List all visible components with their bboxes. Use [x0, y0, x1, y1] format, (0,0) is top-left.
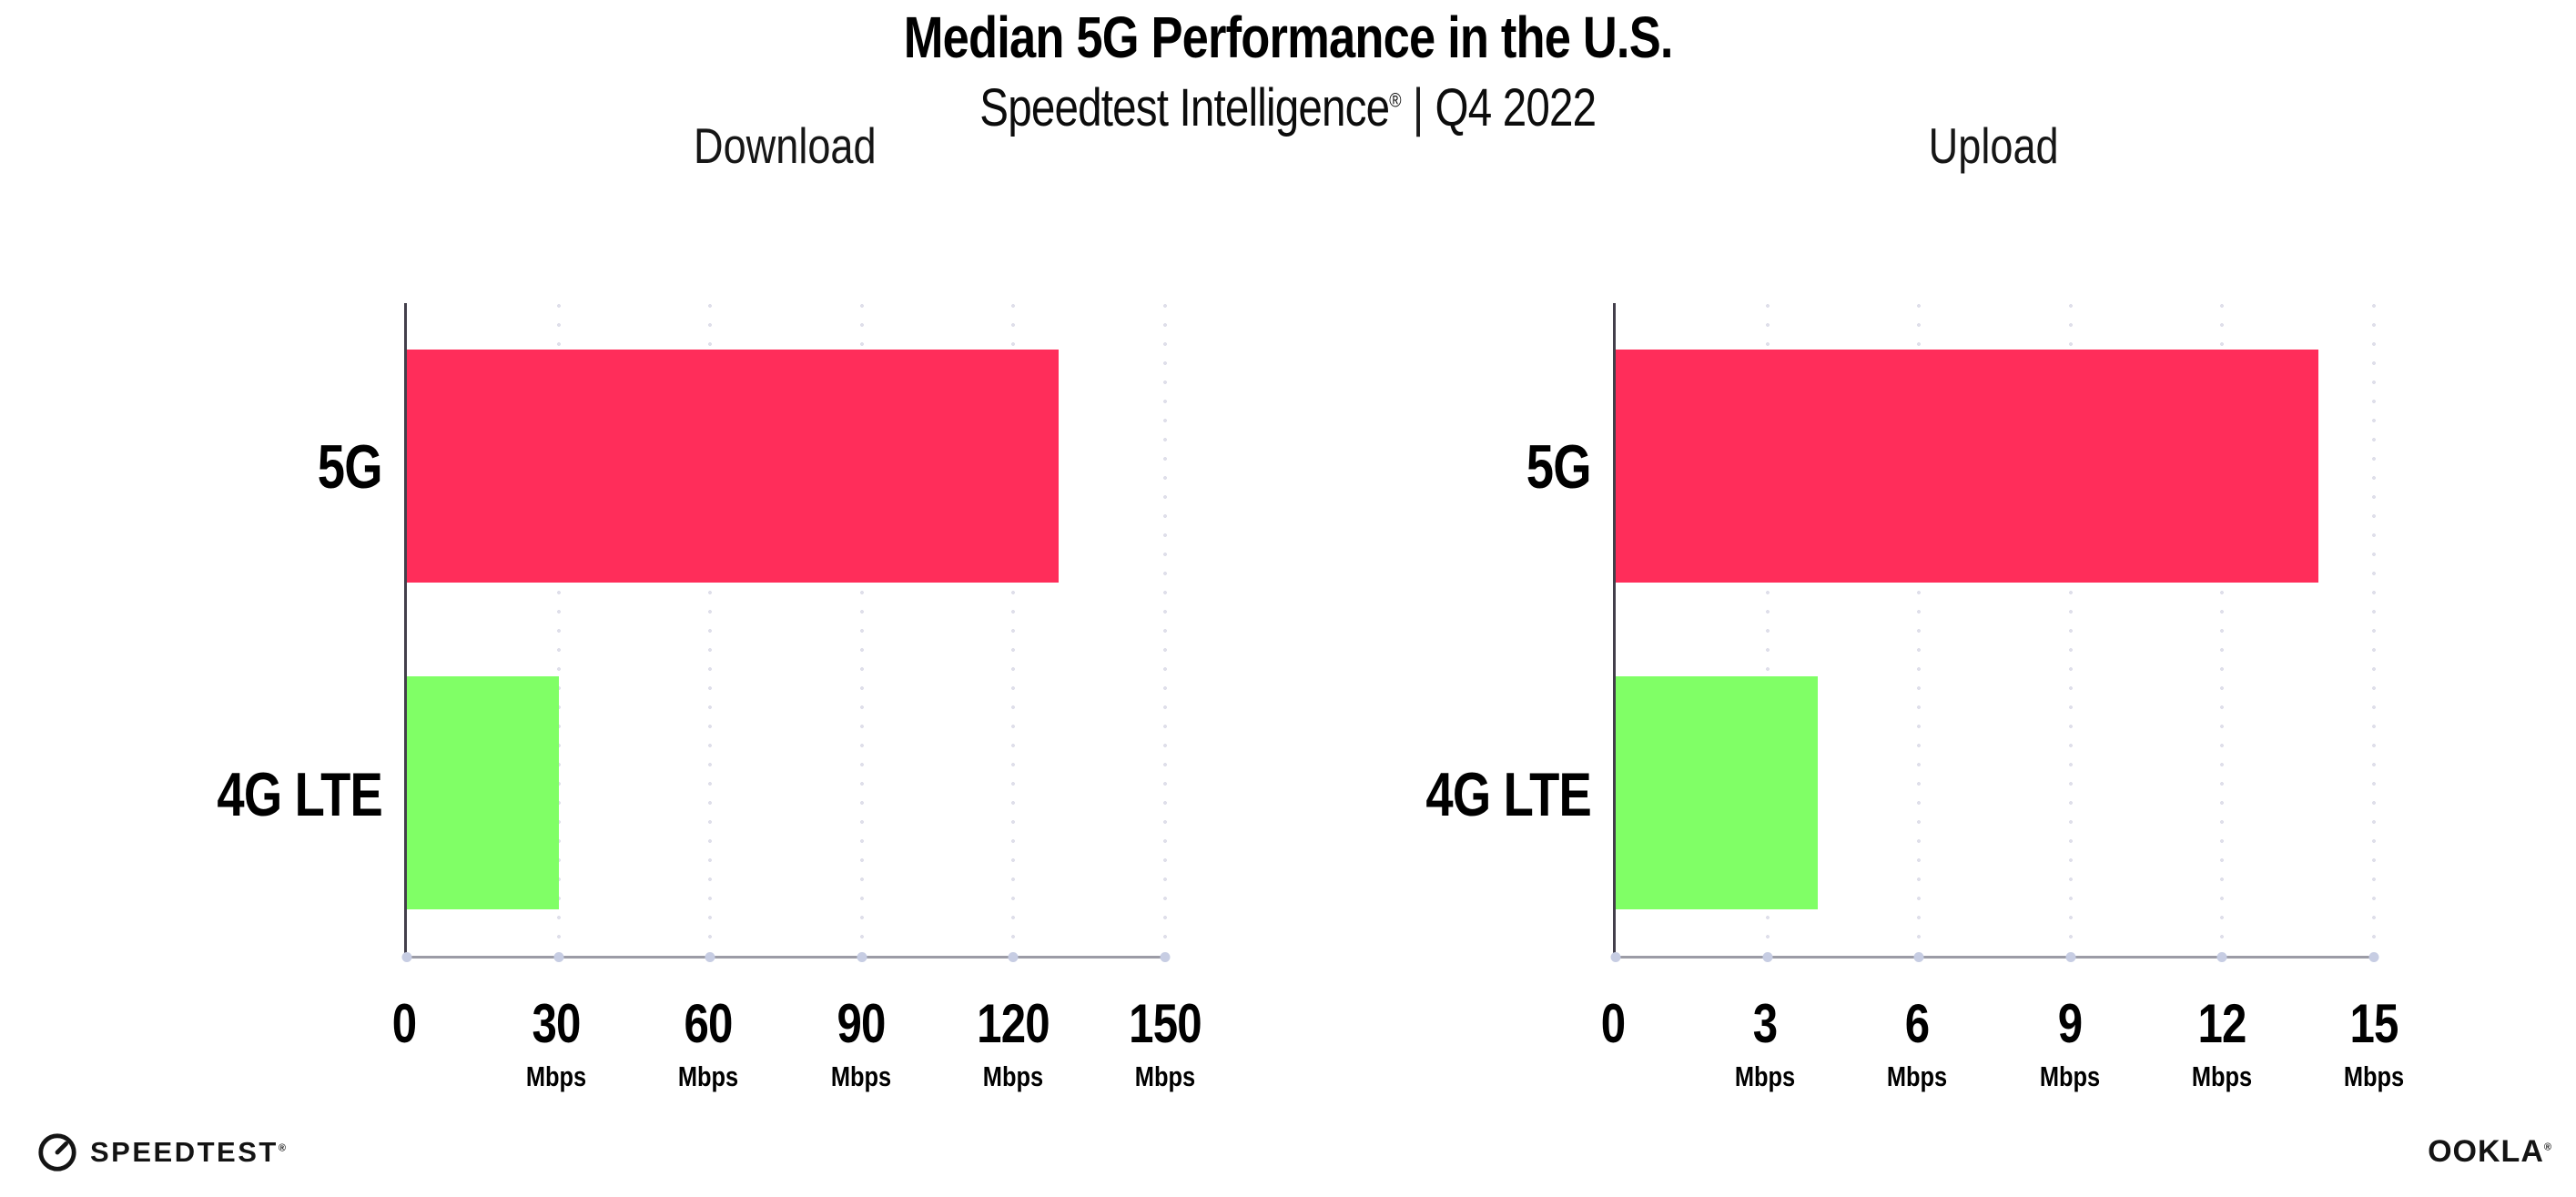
registered-mark: ®: [2543, 1141, 2552, 1153]
subtitle-brand: Speedtest Intelligence: [979, 78, 1391, 138]
x-tick-value: 60: [684, 993, 734, 1054]
gridline-15: [2372, 303, 2376, 956]
x-tick-value: 6: [1905, 993, 1930, 1054]
axis-tick-dot-9: [2065, 952, 2076, 962]
plot-area: [401, 303, 1171, 962]
chart-title-download: Download: [693, 117, 877, 174]
gridline-90: [859, 303, 864, 956]
x-tick-unit: Mbps: [678, 1060, 739, 1092]
speedtest-logo: SPEEDTEST®: [36, 1131, 288, 1173]
page-subtitle: Speedtest Intelligence® | Q4 2022: [0, 77, 2576, 138]
gridline-9: [2068, 303, 2073, 956]
x-tick-unit: Mbps: [830, 1060, 891, 1092]
x-tick-unit: Mbps: [2191, 1060, 2252, 1092]
axis-tick-dot-0: [401, 952, 412, 962]
x-tick-value: 150: [1129, 993, 1202, 1054]
gridline-60: [708, 303, 713, 956]
bar-5g: [1616, 350, 2318, 583]
subtitle-separator: |: [1413, 78, 1424, 138]
x-tick-unit: Mbps: [2343, 1060, 2405, 1092]
x-tick-label-0: 0: [1601, 997, 1626, 1051]
axis-tick-dot-12: [2216, 952, 2227, 962]
y-axis-labels: 5G 4G LTE: [164, 303, 382, 959]
subtitle-period: Q4 2022: [1435, 78, 1597, 138]
registered-mark: ®: [1389, 88, 1401, 112]
bar-4g-lte: [407, 675, 559, 909]
x-tick-unit: Mbps: [1735, 1060, 1796, 1092]
gridline-12: [2220, 303, 2225, 956]
x-axis-ticks: 0 3 Mbps 6 Mbps 9 Mbps 12 Mbps 15 Mbps: [1601, 959, 2404, 1113]
bar-5g: [407, 350, 1060, 583]
gridline-30: [556, 303, 561, 956]
axis-tick-dot-60: [705, 952, 715, 962]
x-tick-label-9: 9 Mbps: [2039, 993, 2100, 1092]
x-tick-value: 30: [532, 993, 582, 1054]
y-axis-labels: 5G 4G LTE: [1373, 303, 1591, 959]
x-tick-unit: Mbps: [1134, 1060, 1196, 1092]
x-tick-unit: Mbps: [982, 1060, 1043, 1092]
x-tick-label-3: 3 Mbps: [1735, 993, 1796, 1092]
download-chart: Download 5G 4G LTE 0 30 Mbps 60 Mbps 90 Mbps 120…: [164, 117, 1233, 1113]
x-tick-value: 0: [391, 993, 417, 1054]
axis-tick-dot-0: [1610, 952, 1621, 962]
gridline-150: [1163, 303, 1167, 956]
x-tick-label-6: 6 Mbps: [1887, 993, 1948, 1092]
x-tick-label-150: 150 Mbps: [1129, 993, 1202, 1092]
x-tick-label-30: 30 Mbps: [526, 993, 587, 1092]
x-tick-label-60: 60 Mbps: [678, 993, 739, 1092]
x-tick-label-120: 120 Mbps: [976, 993, 1050, 1092]
upload-chart: Upload 5G 4G LTE 0 3 Mbps 6 Mbps 9 Mbps 12 Mbps 15…: [1373, 117, 2442, 1113]
axis-tick-dot-120: [1008, 952, 1019, 962]
gridline-6: [1917, 303, 1922, 956]
x-tick-value: 12: [2197, 993, 2246, 1054]
axis-tick-dot-15: [2368, 952, 2379, 962]
y-category-label-4g-lte: 4G LTE: [217, 760, 382, 829]
x-tick-value: 3: [1752, 993, 1778, 1054]
x-axis-ticks: 0 30 Mbps 60 Mbps 90 Mbps 120 Mbps 150 Mbps: [392, 959, 1202, 1113]
bar-4g-lte: [1616, 675, 1819, 909]
gridline-120: [1011, 303, 1016, 956]
x-tick-value: 90: [837, 993, 886, 1054]
x-tick-value: 9: [2057, 993, 2082, 1054]
axis-tick-dot-150: [1160, 952, 1171, 962]
ookla-logo: OOKLA®: [2428, 1134, 2552, 1169]
header: Median 5G Performance in the U.S. Speedt…: [0, 5, 2576, 138]
x-tick-label-12: 12 Mbps: [2191, 993, 2252, 1092]
x-tick-label-0: 0: [392, 997, 417, 1051]
y-category-label-5g: 5G: [318, 432, 383, 502]
gridline-3: [1765, 303, 1770, 956]
x-tick-value: 120: [976, 993, 1050, 1054]
axis-tick-dot-30: [553, 952, 564, 962]
page-title: Median 5G Performance in the U.S.: [903, 5, 1674, 70]
x-tick-label-15: 15 Mbps: [2343, 993, 2405, 1092]
plot-area: [1610, 303, 2379, 962]
x-tick-unit: Mbps: [1887, 1060, 1948, 1092]
axis-tick-dot-3: [1762, 952, 1773, 962]
axis-tick-dot-90: [857, 952, 867, 962]
speedtest-gauge-icon: [38, 1133, 76, 1172]
registered-mark: ®: [278, 1142, 289, 1154]
speedtest-logo-text: SPEEDTEST®: [90, 1136, 289, 1168]
x-tick-label-90: 90 Mbps: [830, 993, 891, 1092]
x-tick-value: 0: [1600, 993, 1626, 1054]
chart-title-upload: Upload: [1928, 117, 2059, 174]
x-tick-unit: Mbps: [2039, 1060, 2100, 1092]
y-category-label-4g-lte: 4G LTE: [1425, 760, 1591, 829]
y-category-label-5g: 5G: [1526, 432, 1592, 502]
x-tick-unit: Mbps: [526, 1060, 587, 1092]
x-tick-value: 15: [2349, 993, 2399, 1054]
axis-tick-dot-6: [1913, 952, 1924, 962]
